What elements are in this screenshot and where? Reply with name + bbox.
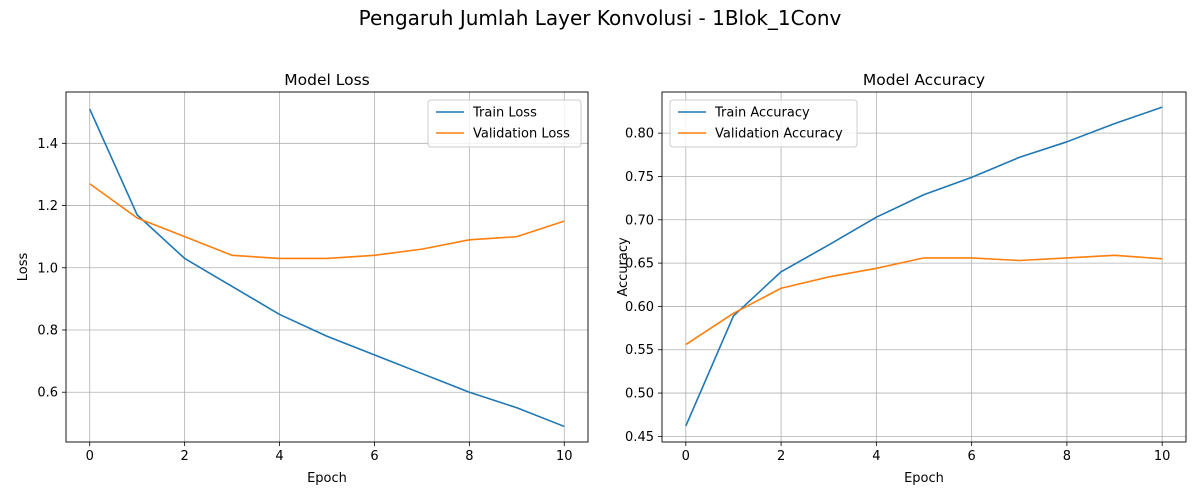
data-point (685, 343, 687, 345)
data-point (136, 217, 138, 219)
figure-title: Pengaruh Jumlah Layer Konvolusi - 1Blok_… (358, 6, 842, 30)
x-tick-label: 0 (86, 449, 94, 464)
data-point (923, 193, 925, 195)
data-point (421, 248, 423, 250)
y-tick-label: 1.4 (37, 137, 58, 152)
y-tick-label: 0.80 (625, 127, 654, 142)
series-line-validation (89, 183, 565, 260)
x-tick-label: 10 (1154, 449, 1171, 464)
plot-frame (661, 91, 1187, 443)
data-point (373, 354, 375, 356)
data-point (89, 183, 91, 185)
data-point (468, 391, 470, 393)
x-axis-label: Epoch (307, 471, 347, 486)
data-point (516, 235, 518, 237)
data-point (89, 108, 91, 110)
data-point (1066, 141, 1068, 143)
legend-label: Validation Loss (473, 127, 570, 142)
y-tick-label: 0.75 (625, 170, 654, 185)
x-tick-label: 2 (180, 449, 188, 464)
legend-label: Validation Accuracy (715, 127, 843, 142)
accuracy-chart: 0 2 4 6 8 10 0.45 0.50 0.55 0.60 0.65 0.70 0.75 0.80 M… (616, 71, 1187, 486)
x-tick-label: 2 (777, 449, 785, 464)
data-point (468, 239, 470, 241)
y-tick-label: 0.60 (625, 300, 654, 315)
legend-box (427, 99, 582, 148)
data-point (278, 313, 280, 315)
data-point (136, 214, 138, 216)
data-point (1018, 156, 1020, 158)
data-point (373, 254, 375, 256)
y-tick-label: 0.65 (625, 257, 654, 272)
y-axis-label: Accuracy (616, 237, 631, 297)
x-tick-label: 8 (465, 449, 473, 464)
data-point (685, 425, 687, 427)
x-tick-label: 6 (967, 449, 975, 464)
data-point (732, 312, 734, 314)
data-point (563, 425, 565, 427)
chart-title: Model Loss (284, 71, 369, 89)
data-point (828, 276, 830, 278)
x-tick-label: 8 (1063, 449, 1071, 464)
data-point (780, 287, 782, 289)
data-point (1113, 122, 1115, 124)
chart-title: Model Accuracy (863, 71, 985, 89)
data-point (1113, 254, 1115, 256)
data-point (828, 244, 830, 246)
y-axis-label: Loss (16, 253, 31, 282)
data-point (278, 257, 280, 259)
data-point (875, 267, 877, 269)
y-tick-label: 1.0 (37, 261, 58, 276)
data-point (231, 285, 233, 287)
data-point (421, 372, 423, 374)
data-point (970, 176, 972, 178)
y-tick-label: 0.45 (625, 430, 654, 445)
x-tick-label: 0 (682, 449, 690, 464)
legend: Train Accuracy Validation Accuracy (669, 99, 858, 148)
data-point (970, 257, 972, 259)
legend-label: Train Loss (472, 106, 537, 121)
series-line-train (89, 108, 565, 428)
y-tick-label: 0.8 (37, 324, 58, 339)
data-point (1161, 258, 1163, 260)
series-line-train (685, 106, 1163, 427)
data-point (326, 335, 328, 337)
x-tick-label: 4 (275, 449, 283, 464)
data-point (326, 257, 328, 259)
data-point (1161, 106, 1163, 108)
legend: Train Loss Validation Loss (427, 99, 582, 148)
data-point (1018, 259, 1020, 261)
data-point (563, 220, 565, 222)
y-tick-label: 0.70 (625, 213, 654, 228)
legend-label: Train Accuracy (714, 106, 810, 121)
data-point (1066, 257, 1068, 259)
y-tick-label: 1.2 (37, 199, 58, 214)
x-tick-label: 4 (872, 449, 880, 464)
plot-frame (65, 91, 589, 443)
x-axis-label: Epoch (904, 471, 944, 486)
series-line-validation (685, 254, 1163, 346)
legend-box (669, 99, 858, 148)
data-point (231, 254, 233, 256)
x-tick-label: 10 (556, 449, 573, 464)
x-tick-label: 6 (370, 449, 378, 464)
data-point (780, 271, 782, 273)
data-point (516, 407, 518, 409)
data-point (732, 315, 734, 317)
y-tick-label: 0.50 (625, 387, 654, 402)
data-point (183, 235, 185, 237)
data-point (923, 257, 925, 259)
y-tick-label: 0.55 (625, 343, 654, 358)
y-tick-label: 0.6 (37, 386, 58, 401)
data-point (875, 216, 877, 218)
loss-chart: 0 2 4 6 8 10 0.6 0.8 1.0 1.2 1.4 Model Loss Epoch Los… (16, 71, 589, 486)
data-point (183, 257, 185, 259)
